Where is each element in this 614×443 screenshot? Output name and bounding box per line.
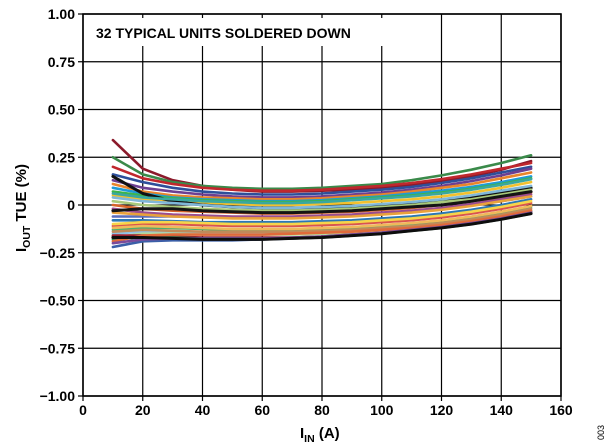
series-line-24	[111, 207, 533, 233]
series-line-31	[111, 177, 533, 205]
x-tick-label: 60	[254, 402, 270, 418]
series-line-6	[111, 171, 533, 201]
x-tick-label: 80	[314, 402, 330, 418]
x-axis-title-unit: (A)	[315, 425, 340, 442]
series-line-28	[111, 209, 533, 243]
x-tick-label: 140	[490, 402, 514, 418]
series-line-32	[111, 212, 533, 241]
series-line-15	[111, 193, 533, 218]
tick-labels: 0 20 40 60 80 100 120 140 160 1.00 0.75 0.50 0.25 0 −0…	[40, 6, 573, 418]
y-tick-label: 0.50	[48, 102, 75, 118]
y-tick-label: 0.25	[48, 149, 75, 165]
y-tick-label: −1.00	[40, 388, 76, 404]
series-layer	[111, 138, 533, 249]
series-line-19	[111, 201, 533, 228]
figure-id: 003	[596, 425, 606, 440]
x-tick-label: 20	[135, 402, 151, 418]
series-line-3	[111, 161, 533, 192]
series-line-21	[111, 204, 533, 231]
annotation-box	[86, 18, 396, 46]
x-axis-title-main: I	[300, 425, 304, 442]
series-line-17	[111, 190, 533, 215]
x-axis-title-sub: IN	[304, 433, 315, 443]
y-axis-title-rest: TUE (%)	[13, 164, 30, 226]
series-line-12	[111, 188, 533, 212]
series-line-11	[111, 184, 533, 210]
y-tick-label: 1.00	[48, 6, 75, 22]
y-tick-label: −0.75	[40, 340, 76, 356]
y-tick-label: 0	[67, 197, 75, 213]
y-axis-title: IOUT TUE (%)	[13, 164, 33, 252]
y-axis-title-main: I	[13, 248, 30, 252]
x-tick-label: 40	[195, 402, 211, 418]
y-tick-label: 0.75	[48, 54, 75, 70]
ticks	[78, 13, 562, 401]
x-tick-label: 0	[79, 402, 87, 418]
series-line-2	[111, 154, 533, 191]
y-axis-title-sub: OUT	[21, 225, 33, 248]
x-tick-label: 100	[370, 402, 394, 418]
series-line-30	[111, 199, 533, 226]
series-line-5	[111, 167, 533, 199]
x-tick-label: 160	[549, 402, 573, 418]
x-axis-title: IIN (A)	[300, 425, 340, 443]
y-tick-label: −0.25	[40, 245, 76, 261]
y-tick-label: −0.50	[40, 293, 76, 309]
annotation-text: 32 TYPICAL UNITS SOLDERED DOWN	[96, 25, 351, 41]
series-line-16	[111, 195, 533, 220]
series-line-4	[111, 165, 533, 196]
x-tick-label: 120	[430, 402, 454, 418]
